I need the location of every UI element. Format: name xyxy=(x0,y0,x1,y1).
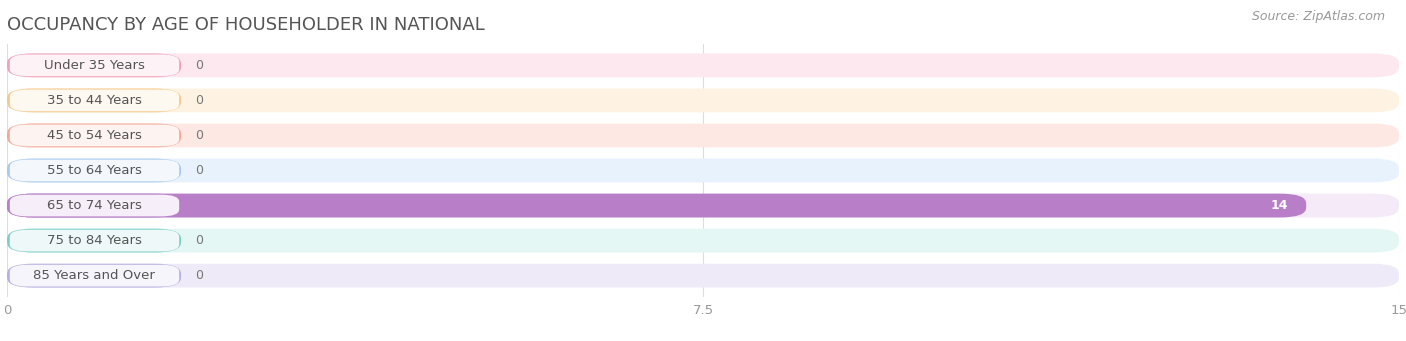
Text: 65 to 74 Years: 65 to 74 Years xyxy=(46,199,142,212)
Text: 55 to 64 Years: 55 to 64 Years xyxy=(46,164,142,177)
FancyBboxPatch shape xyxy=(7,194,1306,218)
FancyBboxPatch shape xyxy=(7,54,1399,77)
FancyBboxPatch shape xyxy=(7,159,181,182)
FancyBboxPatch shape xyxy=(7,229,181,252)
FancyBboxPatch shape xyxy=(10,230,179,251)
Text: 0: 0 xyxy=(195,129,202,142)
Text: 0: 0 xyxy=(195,94,202,107)
Text: Under 35 Years: Under 35 Years xyxy=(44,59,145,72)
Text: 85 Years and Over: 85 Years and Over xyxy=(34,269,155,282)
Text: 0: 0 xyxy=(195,59,202,72)
FancyBboxPatch shape xyxy=(7,194,181,218)
Text: 35 to 44 Years: 35 to 44 Years xyxy=(46,94,142,107)
FancyBboxPatch shape xyxy=(7,159,1399,182)
FancyBboxPatch shape xyxy=(10,195,179,217)
Text: 0: 0 xyxy=(195,269,202,282)
FancyBboxPatch shape xyxy=(10,90,179,111)
FancyBboxPatch shape xyxy=(7,229,1399,252)
FancyBboxPatch shape xyxy=(10,124,179,146)
Text: Source: ZipAtlas.com: Source: ZipAtlas.com xyxy=(1251,10,1385,23)
FancyBboxPatch shape xyxy=(7,194,1399,218)
Text: OCCUPANCY BY AGE OF HOUSEHOLDER IN NATIONAL: OCCUPANCY BY AGE OF HOUSEHOLDER IN NATIO… xyxy=(7,16,485,34)
FancyBboxPatch shape xyxy=(7,88,181,112)
FancyBboxPatch shape xyxy=(10,160,179,181)
Text: 0: 0 xyxy=(195,164,202,177)
FancyBboxPatch shape xyxy=(7,54,181,77)
FancyBboxPatch shape xyxy=(7,264,181,287)
FancyBboxPatch shape xyxy=(10,55,179,76)
Text: 45 to 54 Years: 45 to 54 Years xyxy=(46,129,142,142)
FancyBboxPatch shape xyxy=(7,88,1399,112)
Text: 0: 0 xyxy=(195,234,202,247)
FancyBboxPatch shape xyxy=(7,264,1399,287)
FancyBboxPatch shape xyxy=(7,123,1399,147)
FancyBboxPatch shape xyxy=(7,123,181,147)
Text: 14: 14 xyxy=(1270,199,1288,212)
FancyBboxPatch shape xyxy=(10,265,179,286)
Text: 75 to 84 Years: 75 to 84 Years xyxy=(46,234,142,247)
